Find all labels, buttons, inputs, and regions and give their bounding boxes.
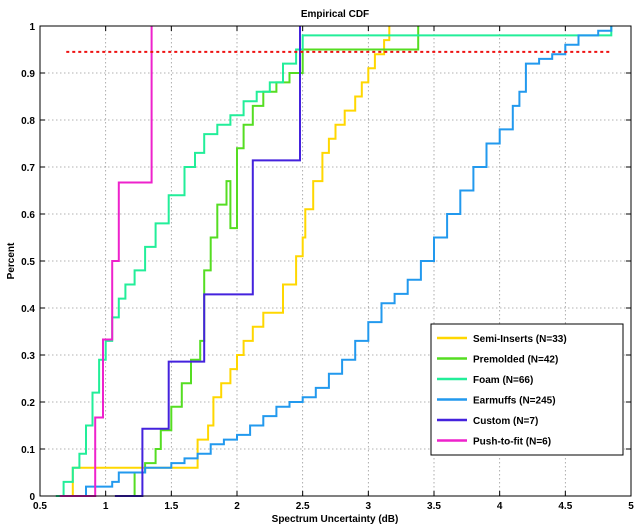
legend-label: Foam (N=66) [473, 375, 533, 386]
series-line-2 [55, 26, 613, 497]
y-tick-label: 0.8 [21, 116, 35, 127]
legend-label: Semi-Inserts (N=33) [473, 334, 567, 345]
legend: Semi-Inserts (N=33) Premolded (N=42) Foam … [430, 323, 624, 456]
plot-frame [39, 25, 632, 497]
y-tick-label: 0.9 [21, 69, 35, 80]
series-line-3 [79, 26, 613, 497]
y-tick-label: 0.1 [21, 445, 35, 456]
series-group [55, 26, 613, 497]
series-line-5 [59, 26, 153, 497]
y-tick-label: 0.5 [21, 257, 35, 268]
legend-label: Push-to-fit (N=6) [473, 437, 551, 448]
y-tick-label: 0 [29, 492, 35, 503]
y-tick-label: 0.3 [21, 351, 35, 362]
y-tick-label: 0.7 [21, 163, 35, 174]
legend-label: Premolded (N=42) [473, 355, 558, 366]
legend-label: Earmuffs (N=245) [473, 396, 556, 407]
x-tick-label: 4.5 [558, 501, 572, 512]
x-tick-label: 0.5 [33, 501, 47, 512]
x-tick-label: 4 [497, 501, 503, 512]
y-tick-label: 1 [29, 22, 35, 33]
x-tick-label: 1.5 [164, 501, 178, 512]
chart-title: Empirical CDF [301, 9, 369, 20]
y-tick-label: 0.2 [21, 398, 35, 409]
x-tick-label: 3.5 [427, 501, 441, 512]
series-line-0 [57, 26, 391, 497]
x-tick-label: 2.5 [296, 501, 310, 512]
y-axis-label: Percent [6, 242, 17, 279]
legend-box [430, 323, 624, 456]
y-tick-label: 0.4 [21, 304, 35, 315]
series-line-4 [114, 26, 301, 497]
series-line-1 [129, 26, 420, 497]
x-tick-label: 3 [366, 501, 372, 512]
x-tick-label: 1 [103, 501, 109, 512]
legend-label: Custom (N=7) [473, 416, 538, 427]
x-axis-label: Spectrum Uncertainty (dB) [272, 514, 399, 525]
y-tick-label: 0.6 [21, 210, 35, 221]
ticks: 0.5 1 1.5 2 2.5 3 3.5 4 4.5 5 0 0.1 0.2 0.3 0.4 0.5 0.6 0… [21, 22, 634, 512]
x-tick-label: 5 [628, 501, 634, 512]
x-tick-label: 2 [234, 501, 240, 512]
